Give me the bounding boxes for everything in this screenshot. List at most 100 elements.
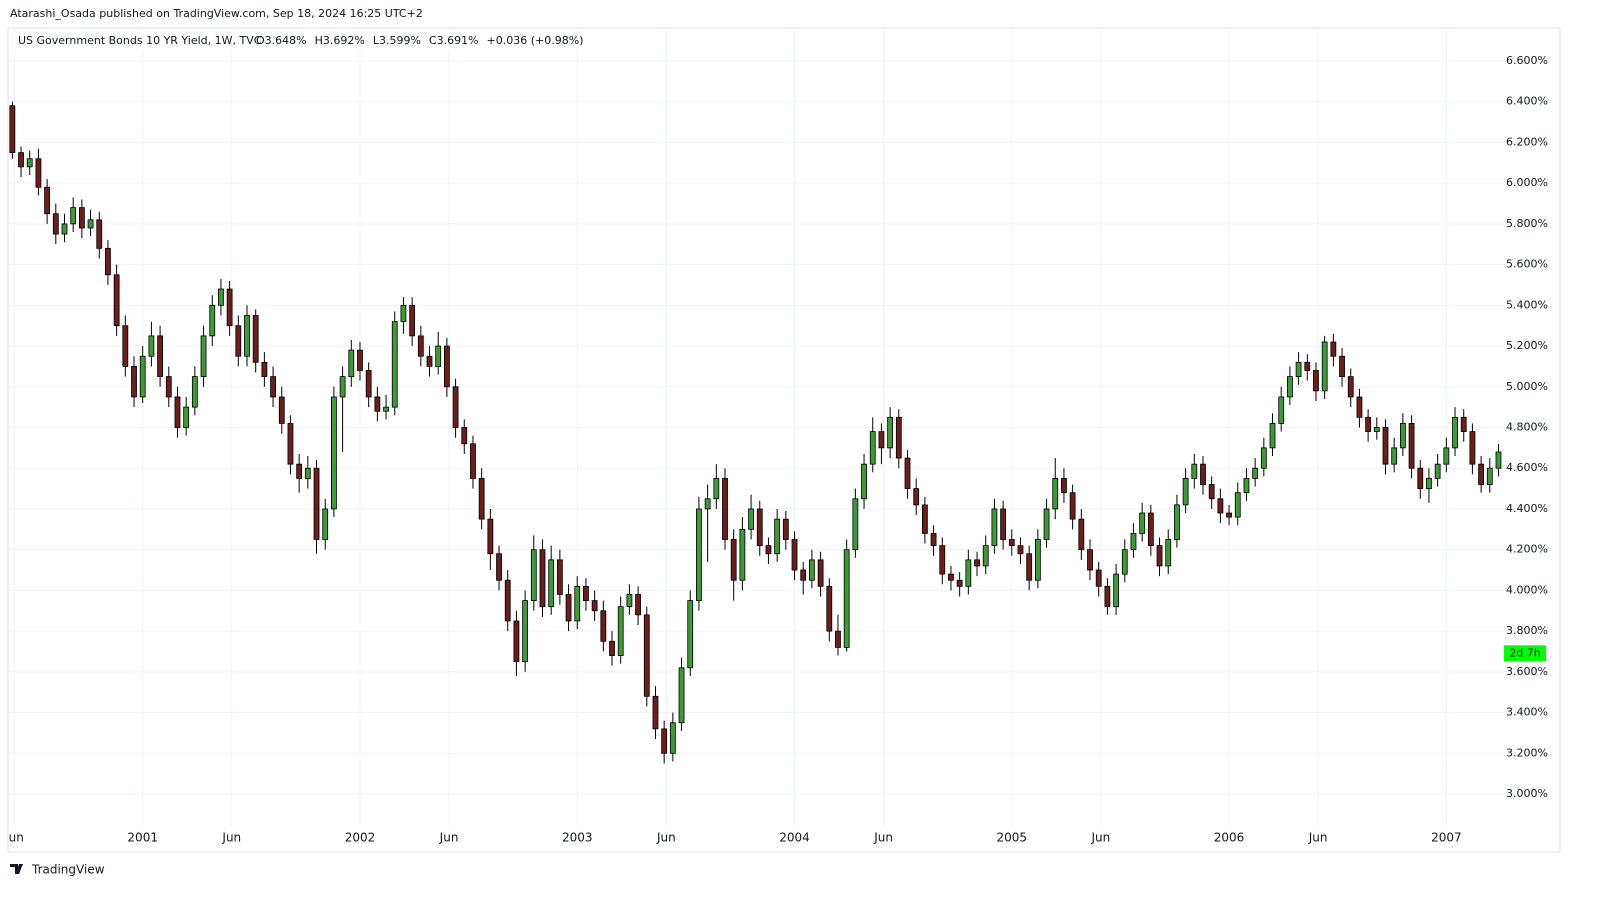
y-tick-label: 5.200% xyxy=(1506,339,1548,352)
x-tick-label: 2001 xyxy=(127,831,158,845)
candle-body xyxy=(1391,447,1398,465)
x-tick-label: 2002 xyxy=(345,831,376,845)
candle-body xyxy=(913,488,920,506)
candle-body xyxy=(887,416,894,449)
y-tick-label: 5.600% xyxy=(1506,258,1548,271)
candle-body xyxy=(113,274,120,327)
candle-body xyxy=(278,396,285,424)
candle-body xyxy=(730,539,737,581)
candle-body xyxy=(974,559,980,567)
candle-body xyxy=(1478,463,1485,485)
candle-body xyxy=(1217,498,1224,514)
x-tick-label: Jun xyxy=(1091,831,1111,845)
candle-body xyxy=(835,630,841,648)
x-tick-label: 2003 xyxy=(562,831,593,845)
candle-body xyxy=(1017,545,1024,555)
candle-body xyxy=(270,376,276,398)
candle-body xyxy=(1243,478,1250,494)
candle-body xyxy=(1408,423,1415,469)
candle-body xyxy=(696,508,702,601)
candle-body xyxy=(1252,467,1259,479)
candle-body xyxy=(339,376,346,398)
candle-body xyxy=(1174,504,1180,540)
candle-body xyxy=(139,355,146,398)
y-tick-label: 3.000% xyxy=(1506,787,1548,800)
candle-body xyxy=(1139,512,1146,534)
candle-body xyxy=(1130,532,1137,551)
candle-body xyxy=(452,386,459,428)
candle-body xyxy=(669,722,676,754)
candle-body xyxy=(61,223,68,235)
candle-body xyxy=(209,304,216,337)
candle-body xyxy=(1339,355,1345,378)
candle-body xyxy=(18,152,24,168)
candle-body xyxy=(1191,463,1198,479)
candle-body xyxy=(1495,451,1502,469)
y-tick-label: 3.600% xyxy=(1506,665,1548,678)
candle-body xyxy=(1330,341,1337,357)
candle-body xyxy=(774,518,781,555)
candle-body xyxy=(617,606,624,656)
candle-body xyxy=(357,349,363,371)
y-tick-label: 6.200% xyxy=(1506,135,1548,148)
candle-body xyxy=(556,559,563,595)
candle-body xyxy=(765,545,772,555)
candle-body xyxy=(313,467,320,540)
candle-body xyxy=(791,539,798,571)
candle-body xyxy=(1295,361,1302,378)
candle-body xyxy=(1443,447,1450,465)
candle-body xyxy=(235,325,242,357)
candle-body xyxy=(826,585,833,632)
candle-body xyxy=(1260,447,1267,469)
candle-body xyxy=(800,569,807,581)
candle-body xyxy=(409,304,416,337)
candle-body xyxy=(635,594,641,616)
candle-body xyxy=(1269,423,1276,449)
candle-body xyxy=(809,559,815,581)
candle-body xyxy=(26,158,33,168)
axes-layer: 3.000% 3.200% 3.400% 3.600% 3.800% 4.000% 4.20… xyxy=(8,54,1548,845)
y-tick-label: 6.000% xyxy=(1506,176,1548,189)
candle-body xyxy=(174,396,181,428)
x-tick-label: Jun xyxy=(656,831,676,845)
x-tick-label: Jun xyxy=(1308,831,1328,845)
candle-body xyxy=(904,457,911,489)
candle-body xyxy=(1069,492,1076,520)
candle-body xyxy=(487,518,494,555)
candle-body xyxy=(1087,549,1093,571)
candle-body xyxy=(157,335,163,378)
candle-body xyxy=(1147,512,1154,547)
candle-body xyxy=(1347,376,1354,398)
candle-body xyxy=(78,207,85,229)
candle-body xyxy=(1356,396,1363,418)
candle-body xyxy=(131,366,137,398)
candle-body xyxy=(782,518,789,540)
y-tick-label: 4.400% xyxy=(1506,502,1548,515)
candle-body xyxy=(539,549,546,608)
candle-body xyxy=(930,532,937,547)
candle-body xyxy=(513,620,520,663)
candle-body xyxy=(583,585,589,601)
y-tick-label: 5.400% xyxy=(1506,298,1548,311)
candle-body xyxy=(365,370,372,398)
candle-body xyxy=(383,406,389,412)
countdown-label: 2d 7h xyxy=(1509,646,1540,659)
candle-body xyxy=(991,508,998,547)
candle-body xyxy=(548,559,555,608)
candle-body xyxy=(1426,478,1432,489)
y-tick-label: 3.400% xyxy=(1506,706,1548,719)
candle-body xyxy=(522,600,529,663)
y-tick-label: 5.000% xyxy=(1506,380,1548,393)
candle-body xyxy=(1104,585,1111,608)
countdown-box xyxy=(1504,645,1546,662)
legend-backdrop xyxy=(12,31,552,51)
candle-body xyxy=(574,585,581,622)
candle-body xyxy=(461,427,468,445)
candle-body xyxy=(1165,539,1172,567)
legend-value: H3.692% xyxy=(315,34,365,47)
candle-body xyxy=(878,431,885,449)
candle-body xyxy=(1043,508,1050,540)
brand-logo xyxy=(10,864,23,874)
legend-title: US Government Bonds 10 YR Yield, 1W, TVC xyxy=(18,34,262,47)
